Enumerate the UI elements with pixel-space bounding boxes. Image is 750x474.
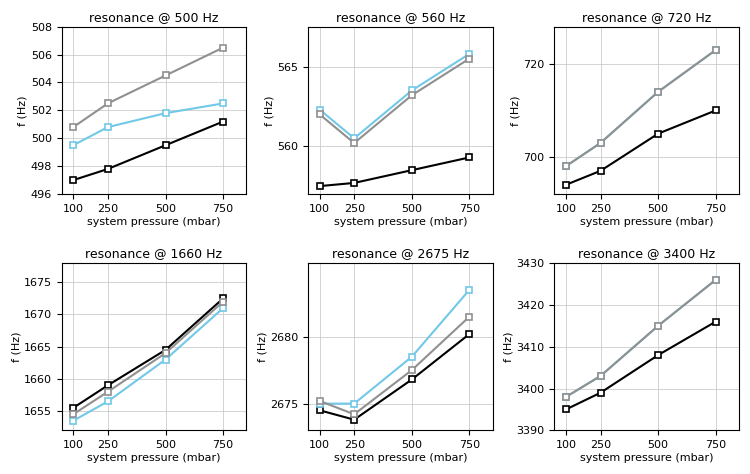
Title: resonance @ 3400 Hz: resonance @ 3400 Hz <box>578 247 716 260</box>
Y-axis label: f (Hz): f (Hz) <box>511 95 520 126</box>
Title: resonance @ 2675 Hz: resonance @ 2675 Hz <box>332 247 469 260</box>
X-axis label: system pressure (mbar): system pressure (mbar) <box>580 453 713 463</box>
Title: resonance @ 720 Hz: resonance @ 720 Hz <box>582 11 711 24</box>
Title: resonance @ 1660 Hz: resonance @ 1660 Hz <box>86 247 223 260</box>
Y-axis label: f (Hz): f (Hz) <box>11 331 21 362</box>
Y-axis label: f (Hz): f (Hz) <box>265 95 274 126</box>
X-axis label: system pressure (mbar): system pressure (mbar) <box>87 217 220 227</box>
Y-axis label: f (Hz): f (Hz) <box>504 331 514 362</box>
X-axis label: system pressure (mbar): system pressure (mbar) <box>334 453 467 463</box>
X-axis label: system pressure (mbar): system pressure (mbar) <box>87 453 220 463</box>
Title: resonance @ 500 Hz: resonance @ 500 Hz <box>89 11 219 24</box>
Title: resonance @ 560 Hz: resonance @ 560 Hz <box>336 11 465 24</box>
X-axis label: system pressure (mbar): system pressure (mbar) <box>334 217 467 227</box>
Y-axis label: f (Hz): f (Hz) <box>18 95 28 126</box>
Y-axis label: f (Hz): f (Hz) <box>257 331 267 362</box>
X-axis label: system pressure (mbar): system pressure (mbar) <box>580 217 713 227</box>
